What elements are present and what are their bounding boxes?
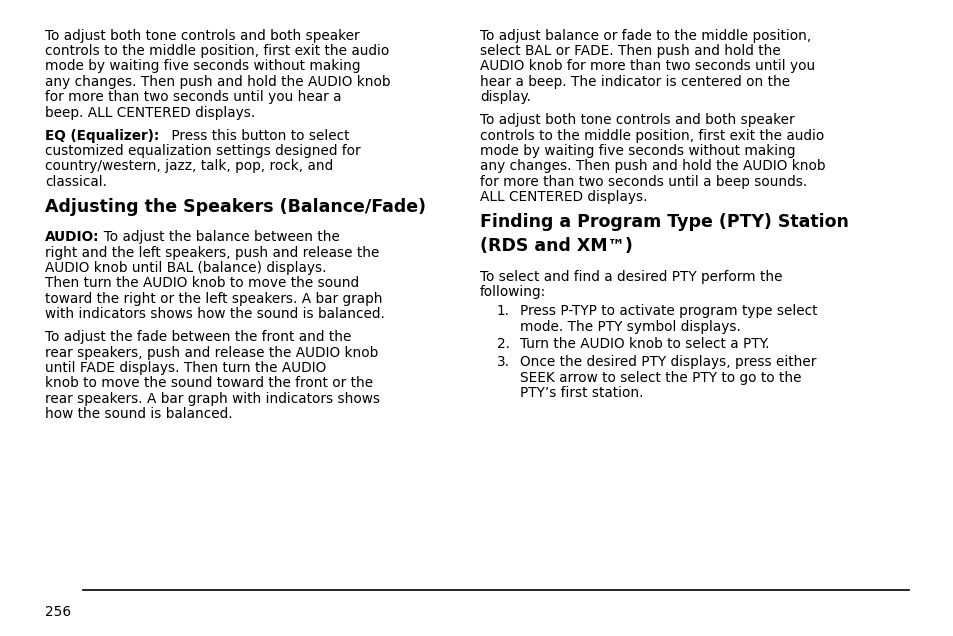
Text: Adjusting the Speakers (Balance/Fade): Adjusting the Speakers (Balance/Fade) [45,198,425,216]
Text: classical.: classical. [45,175,107,189]
Text: toward the right or the left speakers. A bar graph: toward the right or the left speakers. A… [45,292,382,306]
Text: rear speakers. A bar graph with indicators shows: rear speakers. A bar graph with indicato… [45,392,379,406]
Text: with indicators shows how the sound is balanced.: with indicators shows how the sound is b… [45,307,384,321]
Text: customized equalization settings designed for: customized equalization settings designe… [45,144,360,158]
Text: AUDIO knob until BAL (balance) displays.: AUDIO knob until BAL (balance) displays. [45,261,326,275]
Text: To adjust balance or fade to the middle position,: To adjust balance or fade to the middle … [479,29,810,43]
Text: To adjust both tone controls and both speaker: To adjust both tone controls and both sp… [45,29,359,43]
Text: rear speakers, push and release the AUDIO knob: rear speakers, push and release the AUDI… [45,345,377,359]
Text: controls to the middle position, first exit the audio: controls to the middle position, first e… [479,128,823,142]
Text: Once the desired PTY displays, press either: Once the desired PTY displays, press eit… [519,355,816,369]
Text: 256: 256 [45,605,71,619]
Text: select BAL or FADE. Then push and hold the: select BAL or FADE. Then push and hold t… [479,44,780,58]
Text: EQ (Equalizer):: EQ (Equalizer): [45,128,159,142]
Text: mode. The PTY symbol displays.: mode. The PTY symbol displays. [519,320,740,334]
Text: beep. ALL CENTERED displays.: beep. ALL CENTERED displays. [45,106,254,120]
Text: Press this button to select: Press this button to select [167,128,350,142]
Text: 1.: 1. [497,305,510,319]
Text: To select and find a desired PTY perform the: To select and find a desired PTY perform… [479,270,781,284]
Text: for more than two seconds until you hear a: for more than two seconds until you hear… [45,90,341,104]
Text: Finding a Program Type (PTY) Station: Finding a Program Type (PTY) Station [479,213,848,232]
Text: hear a beep. The indicator is centered on the: hear a beep. The indicator is centered o… [479,75,789,89]
Text: any changes. Then push and hold the AUDIO knob: any changes. Then push and hold the AUDI… [45,75,390,89]
Text: how the sound is balanced.: how the sound is balanced. [45,407,233,421]
Text: Press P-TYP to activate program type select: Press P-TYP to activate program type sel… [519,305,817,319]
Text: 2.: 2. [497,338,510,352]
Text: To adjust the fade between the front and the: To adjust the fade between the front and… [45,330,351,344]
Text: SEEK arrow to select the PTY to go to the: SEEK arrow to select the PTY to go to th… [519,371,801,385]
Text: 3.: 3. [497,355,510,369]
Text: ALL CENTERED displays.: ALL CENTERED displays. [479,190,647,204]
Text: AUDIO knob for more than two seconds until you: AUDIO knob for more than two seconds unt… [479,59,814,73]
Text: mode by waiting five seconds without making: mode by waiting five seconds without mak… [479,144,795,158]
Text: AUDIO:: AUDIO: [45,230,99,244]
Text: until FADE displays. Then turn the AUDIO: until FADE displays. Then turn the AUDIO [45,361,326,375]
Text: country/western, jazz, talk, pop, rock, and: country/western, jazz, talk, pop, rock, … [45,160,333,174]
Text: display.: display. [479,90,530,104]
Text: knob to move the sound toward the front or the: knob to move the sound toward the front … [45,377,373,391]
Text: Then turn the AUDIO knob to move the sound: Then turn the AUDIO knob to move the sou… [45,277,358,291]
Text: (RDS and XM™): (RDS and XM™) [479,237,632,256]
Text: mode by waiting five seconds without making: mode by waiting five seconds without mak… [45,59,360,73]
Text: Turn the AUDIO knob to select a PTY.: Turn the AUDIO knob to select a PTY. [519,338,769,352]
Text: To adjust both tone controls and both speaker: To adjust both tone controls and both sp… [479,113,794,127]
Text: for more than two seconds until a beep sounds.: for more than two seconds until a beep s… [479,175,806,189]
Text: any changes. Then push and hold the AUDIO knob: any changes. Then push and hold the AUDI… [479,160,824,174]
Text: To adjust the balance between the: To adjust the balance between the [94,230,339,244]
Text: following:: following: [479,285,545,299]
Text: controls to the middle position, first exit the audio: controls to the middle position, first e… [45,44,389,58]
Text: PTY’s first station.: PTY’s first station. [519,386,642,400]
Text: right and the left speakers, push and release the: right and the left speakers, push and re… [45,245,378,259]
